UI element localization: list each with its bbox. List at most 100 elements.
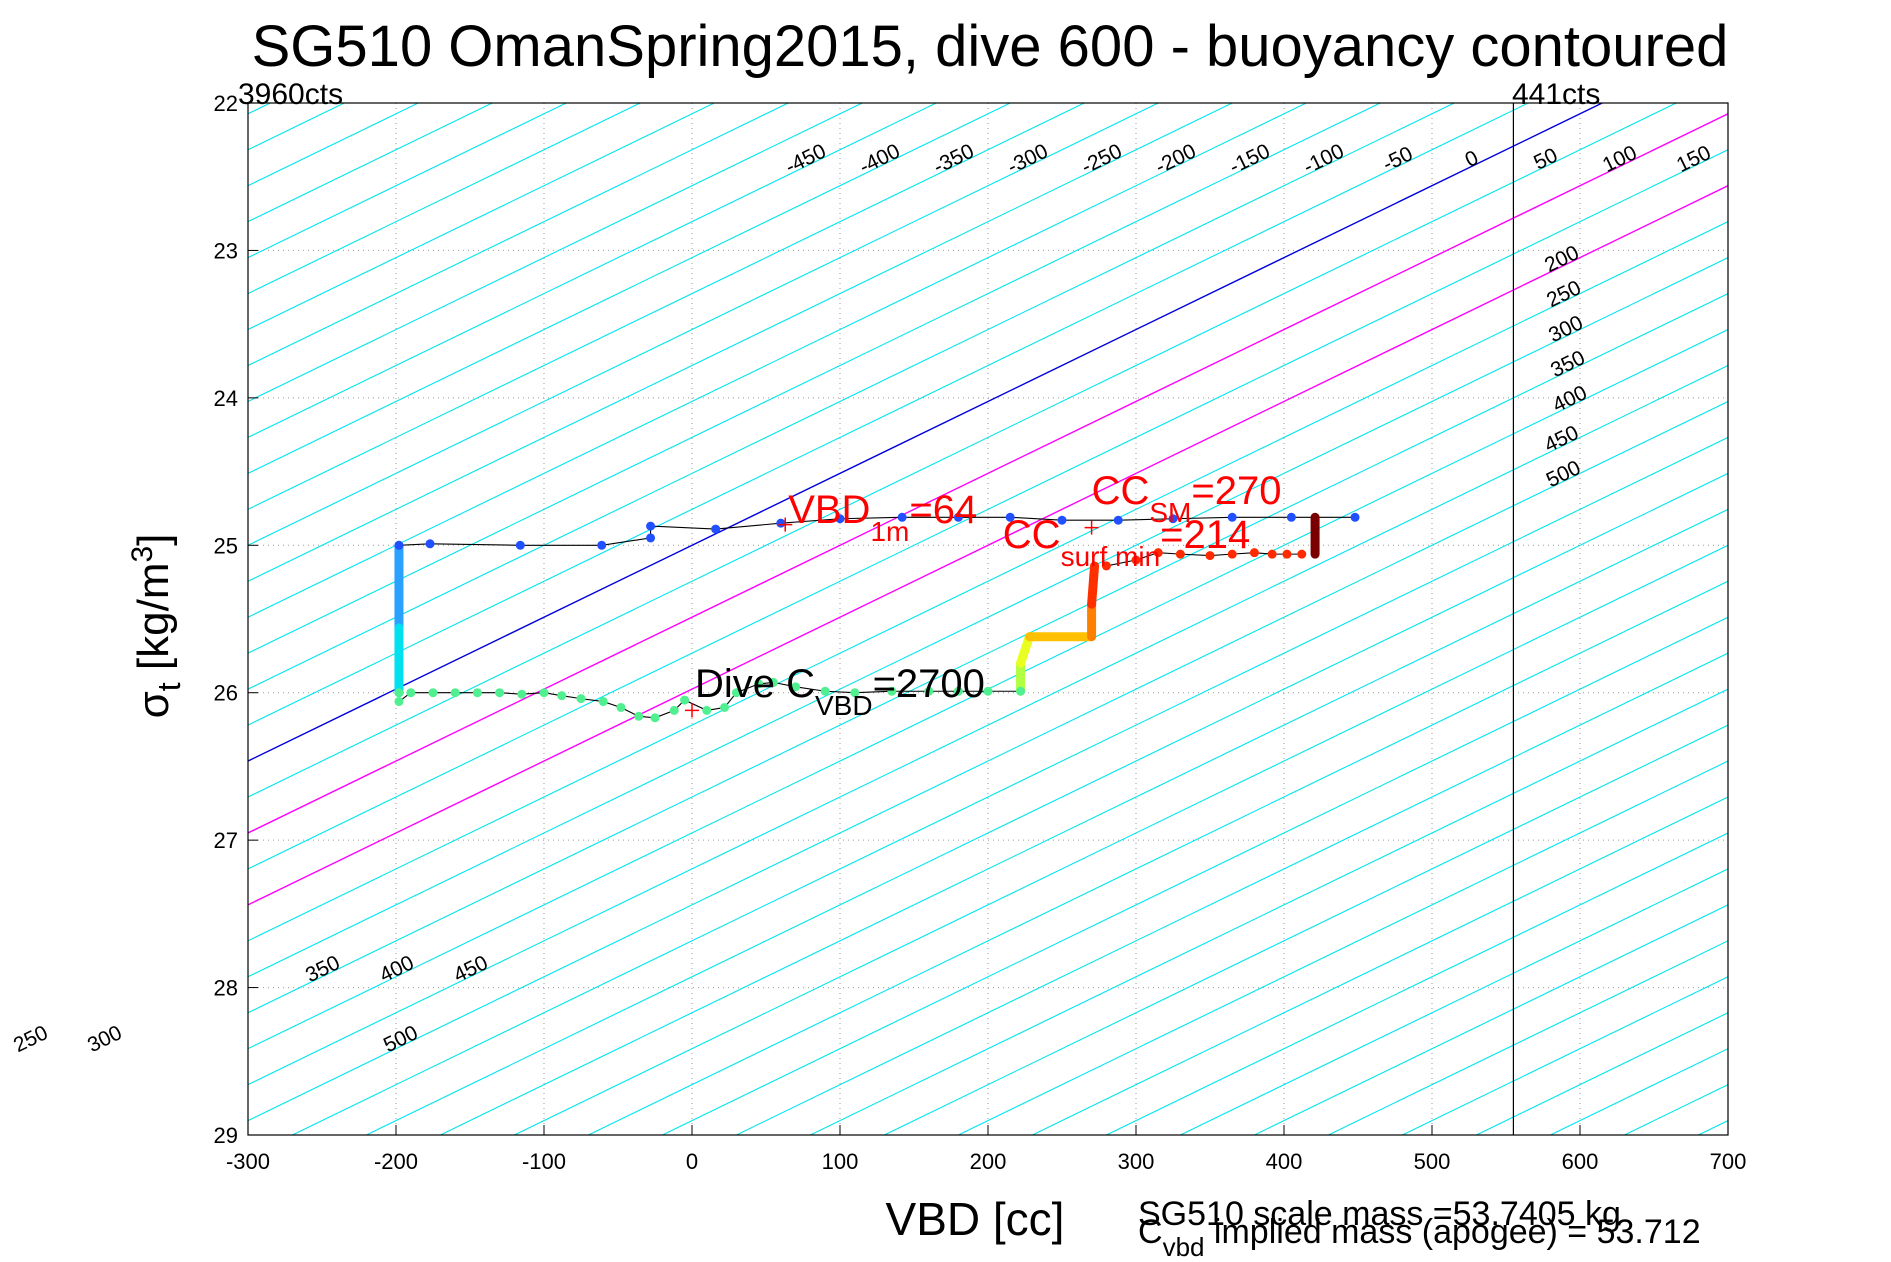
data-point — [425, 539, 435, 549]
implied-mass-text: implied mass (apogee) = 53.712 — [1204, 1213, 1700, 1251]
data-point — [495, 688, 505, 698]
data-point — [1057, 515, 1067, 525]
y-label-close: ] — [129, 534, 178, 546]
contour-line — [292, 436, 1728, 1135]
data-point — [776, 518, 786, 528]
data-point — [702, 705, 712, 715]
contour-line — [248, 103, 1159, 546]
contour-line — [366, 472, 1728, 1135]
x-tick-label: -300 — [226, 1149, 270, 1174]
data-point — [1175, 549, 1185, 559]
contour-lines — [248, 103, 1728, 1135]
contour-line — [248, 103, 715, 331]
contour-line — [248, 103, 1011, 474]
data-point — [394, 540, 404, 550]
series-path — [398, 516, 1356, 546]
data-point — [887, 686, 897, 696]
data-point — [1249, 548, 1259, 558]
contour-line-magenta — [248, 184, 1728, 906]
data-point — [669, 705, 679, 715]
y-tick-label: 24 — [214, 386, 238, 411]
contour-line — [810, 688, 1728, 1135]
contour-line — [248, 103, 789, 367]
contour-label: 250 — [10, 1021, 52, 1057]
contour-line — [248, 103, 1677, 798]
y-tick-label: 28 — [214, 976, 238, 1001]
contour-line — [514, 544, 1728, 1135]
data-point — [597, 540, 607, 550]
series-path — [1106, 552, 1302, 567]
data-point — [680, 695, 690, 705]
annotation-value: =214 — [1160, 513, 1250, 557]
data-point — [897, 512, 907, 522]
contour-line — [1180, 868, 1728, 1135]
contour-line — [440, 508, 1728, 1135]
cross-marker — [685, 703, 699, 718]
data-point — [598, 697, 608, 707]
contour-label: 300 — [84, 1021, 126, 1057]
y-label-sub: t — [151, 682, 187, 691]
data-point — [1350, 512, 1360, 522]
annotation: VBD1m=64 — [788, 488, 977, 547]
data-point — [1286, 512, 1296, 522]
corner-label-right: 441cts — [1512, 78, 1600, 111]
x-tick-label: 100 — [822, 1149, 859, 1174]
annotation-sub: 1m — [870, 516, 909, 547]
contour-line — [1328, 940, 1728, 1135]
annotation-value: =270 — [1191, 469, 1281, 513]
cross-marker — [778, 517, 793, 532]
contour-line — [248, 221, 1728, 942]
y-tick-label: 29 — [214, 1123, 238, 1148]
path-segment — [1087, 561, 1100, 609]
contour-line — [248, 400, 1728, 1122]
data-point — [820, 686, 830, 696]
contour-line — [588, 580, 1728, 1135]
data-point — [720, 702, 730, 712]
data-point — [634, 711, 644, 721]
data-point — [924, 686, 934, 696]
annotation-label: Dive C — [695, 662, 815, 706]
contour-line — [248, 103, 1381, 654]
data-point — [768, 677, 778, 687]
contour-line — [248, 103, 1455, 690]
annotation-label: VBD — [788, 488, 870, 532]
data-point — [576, 694, 586, 704]
contour-line-zero — [248, 103, 1603, 762]
x-tick-label: -200 — [374, 1149, 418, 1174]
x-tick-label: 700 — [1710, 1149, 1747, 1174]
contour-line — [662, 616, 1728, 1135]
data-point — [731, 688, 741, 698]
data-point — [394, 688, 404, 698]
contour-line-magenta — [248, 113, 1728, 834]
data-points — [394, 512, 1360, 723]
data-point — [953, 512, 963, 522]
data-point — [406, 688, 416, 698]
contour-line — [958, 760, 1728, 1135]
data-point — [650, 713, 660, 723]
annotation: CCSM=270 — [1092, 469, 1282, 528]
annotation-sub: surf min — [1061, 541, 1161, 572]
data-point — [983, 686, 993, 696]
data-point — [1005, 512, 1015, 522]
path-segment — [1016, 632, 1034, 668]
annotation-value: =64 — [909, 488, 977, 532]
data-point — [791, 682, 801, 692]
y-axis-ticks: 22 23 24 25 26 27 28 29 — [214, 91, 258, 1148]
data-point — [394, 697, 404, 707]
implied-mass-base: C — [1138, 1213, 1163, 1251]
data-point — [1267, 549, 1277, 559]
y-label-base: σ — [129, 691, 178, 718]
annotation-value: =2700 — [873, 662, 985, 706]
y-label-sup: 3 — [126, 546, 159, 563]
data-point — [1016, 686, 1026, 696]
x-axis-ticks: -300 -200 -100 0 100 200 300 400 500 600 700 — [226, 1125, 1746, 1174]
x-tick-label: 400 — [1266, 1149, 1303, 1174]
data-point — [450, 688, 460, 698]
chart-title: SG510 OmanSpring2015, dive 600 - buoyanc… — [252, 14, 1729, 79]
cross-marker — [1084, 520, 1099, 535]
data-point — [953, 686, 963, 696]
y-tick-label: 26 — [214, 681, 238, 706]
annotation-label: CC — [1003, 513, 1061, 557]
contour-line — [248, 103, 1085, 510]
